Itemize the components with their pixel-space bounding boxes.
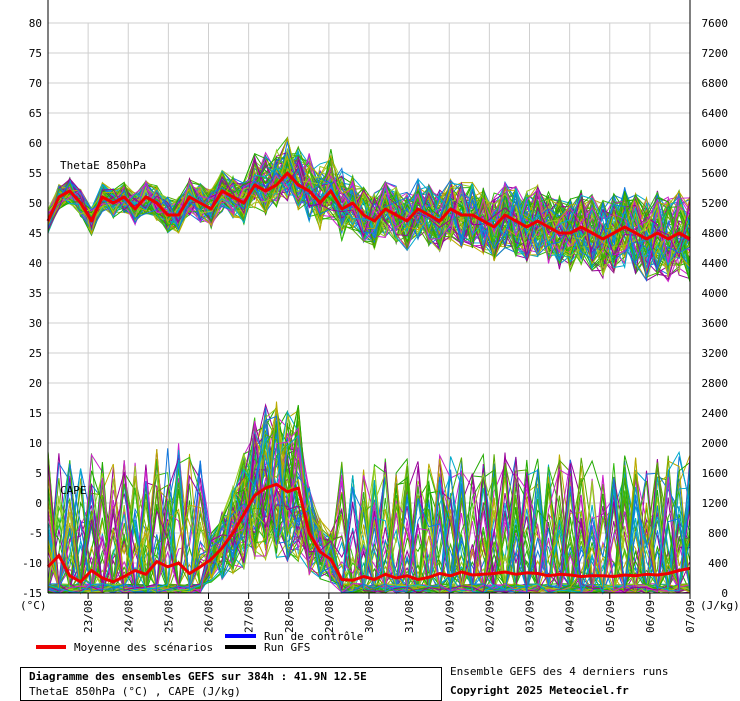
thetae-member-line bbox=[47, 154, 691, 273]
chart-subtitle: ThetaE 850hPa (°C) , CAPE (J/kg) bbox=[29, 685, 241, 698]
copyright-text: Copyright 2025 Meteociel.fr bbox=[450, 684, 629, 697]
left-unit-label: (°C) bbox=[20, 599, 47, 612]
left-tick-label: 45 bbox=[29, 227, 42, 240]
ensemble-note: Ensemble GEFS des 4 derniers runs bbox=[450, 665, 669, 678]
left-tick-label: 30 bbox=[29, 317, 42, 330]
right-tick-label: 800 bbox=[708, 527, 728, 540]
legend-label-control: Run de contrôle bbox=[264, 630, 363, 643]
left-tick-label: 60 bbox=[29, 137, 42, 150]
left-tick-label: 35 bbox=[29, 287, 42, 300]
x-tick-label: 04/09 bbox=[564, 600, 577, 633]
x-tick-label: 05/09 bbox=[604, 600, 617, 633]
x-tick-label: 26/08 bbox=[203, 600, 216, 633]
right-tick-label: 6400 bbox=[702, 107, 729, 120]
cape-mean-line bbox=[46, 482, 691, 584]
right-tick-label: 2800 bbox=[702, 377, 729, 390]
left-tick-label: 55 bbox=[29, 167, 42, 180]
right-tick-label: 0 bbox=[721, 587, 728, 600]
x-tick-label: 23/08 bbox=[82, 600, 95, 633]
right-tick-label: 1200 bbox=[702, 497, 729, 510]
left-tick-label: 65 bbox=[29, 107, 42, 120]
right-tick-label: 3200 bbox=[702, 347, 729, 360]
x-tick-label: 30/08 bbox=[363, 600, 376, 633]
x-tick-label: 28/08 bbox=[283, 600, 296, 633]
left-tick-label: 75 bbox=[29, 47, 42, 60]
mean-series bbox=[46, 171, 691, 584]
x-tick-label: 01/09 bbox=[443, 600, 456, 633]
right-tick-label: 6800 bbox=[702, 77, 729, 90]
right-unit-label: (J/kg) bbox=[700, 599, 740, 612]
left-tick-label: 10 bbox=[29, 437, 42, 450]
left-tick-label: -15 bbox=[22, 587, 42, 600]
x-tick-label: 07/09 bbox=[684, 600, 697, 633]
right-tick-label: 400 bbox=[708, 557, 728, 570]
right-tick-label: 1600 bbox=[702, 467, 729, 480]
left-tick-label: -10 bbox=[22, 557, 42, 570]
left-tick-label: 20 bbox=[29, 377, 42, 390]
right-tick-label: 6000 bbox=[702, 137, 729, 150]
thetae-panel-label: ThetaE 850hPa bbox=[60, 159, 146, 172]
cape-member-line bbox=[47, 434, 691, 595]
thetae-member-line bbox=[47, 167, 691, 269]
left-tick-label: 15 bbox=[29, 407, 42, 420]
legend-label-gfs: Run GFS bbox=[264, 641, 310, 654]
right-tick-label: 7600 bbox=[702, 17, 729, 30]
cape-member-line bbox=[47, 415, 691, 594]
right-tick-label: 4800 bbox=[702, 227, 729, 240]
left-tick-label: 0 bbox=[35, 497, 42, 510]
legend-label-mean: Moyenne des scénarios bbox=[74, 641, 213, 654]
right-tick-label: 3600 bbox=[702, 317, 729, 330]
info-box: Diagramme des ensembles GEFS sur 384h : … bbox=[20, 667, 442, 701]
x-tick-label: 25/08 bbox=[162, 600, 175, 633]
x-tick-label: 31/08 bbox=[403, 600, 416, 633]
right-tick-label: 4000 bbox=[702, 287, 729, 300]
thetae-member-line bbox=[47, 174, 691, 265]
chart-title: Diagramme des ensembles GEFS sur 384h : … bbox=[29, 670, 367, 683]
left-tick-label: 25 bbox=[29, 347, 42, 360]
x-tick-label: 27/08 bbox=[243, 600, 256, 633]
thetae-member-line bbox=[47, 161, 691, 278]
right-tick-label: 2000 bbox=[702, 437, 729, 450]
left-tick-label: 70 bbox=[29, 77, 42, 90]
x-tick-label: 06/09 bbox=[644, 600, 657, 633]
x-tick-label: 02/09 bbox=[483, 600, 496, 633]
x-tick-label: 03/09 bbox=[524, 600, 537, 633]
left-tick-label: 50 bbox=[29, 197, 42, 210]
right-tick-label: 4400 bbox=[702, 257, 729, 270]
right-tick-label: 5200 bbox=[702, 197, 729, 210]
legend: Moyenne des scénarios Run de contrôleRun … bbox=[36, 630, 363, 654]
left-tick-label: 5 bbox=[35, 467, 42, 480]
thetae-mean-line bbox=[46, 171, 691, 241]
left-tick-label: -5 bbox=[29, 527, 42, 540]
left-tick-label: 40 bbox=[29, 257, 42, 270]
x-tick-label: 24/08 bbox=[122, 600, 135, 633]
x-tick-label: 29/08 bbox=[323, 600, 336, 633]
left-tick-label: 80 bbox=[29, 17, 42, 30]
cape-panel-label: CAPE bbox=[60, 484, 87, 497]
right-tick-label: 2400 bbox=[702, 407, 729, 420]
right-tick-label: 5600 bbox=[702, 167, 729, 180]
right-tick-label: 7200 bbox=[702, 47, 729, 60]
thetae-member-line bbox=[47, 167, 691, 278]
cape-member-line bbox=[47, 433, 691, 594]
